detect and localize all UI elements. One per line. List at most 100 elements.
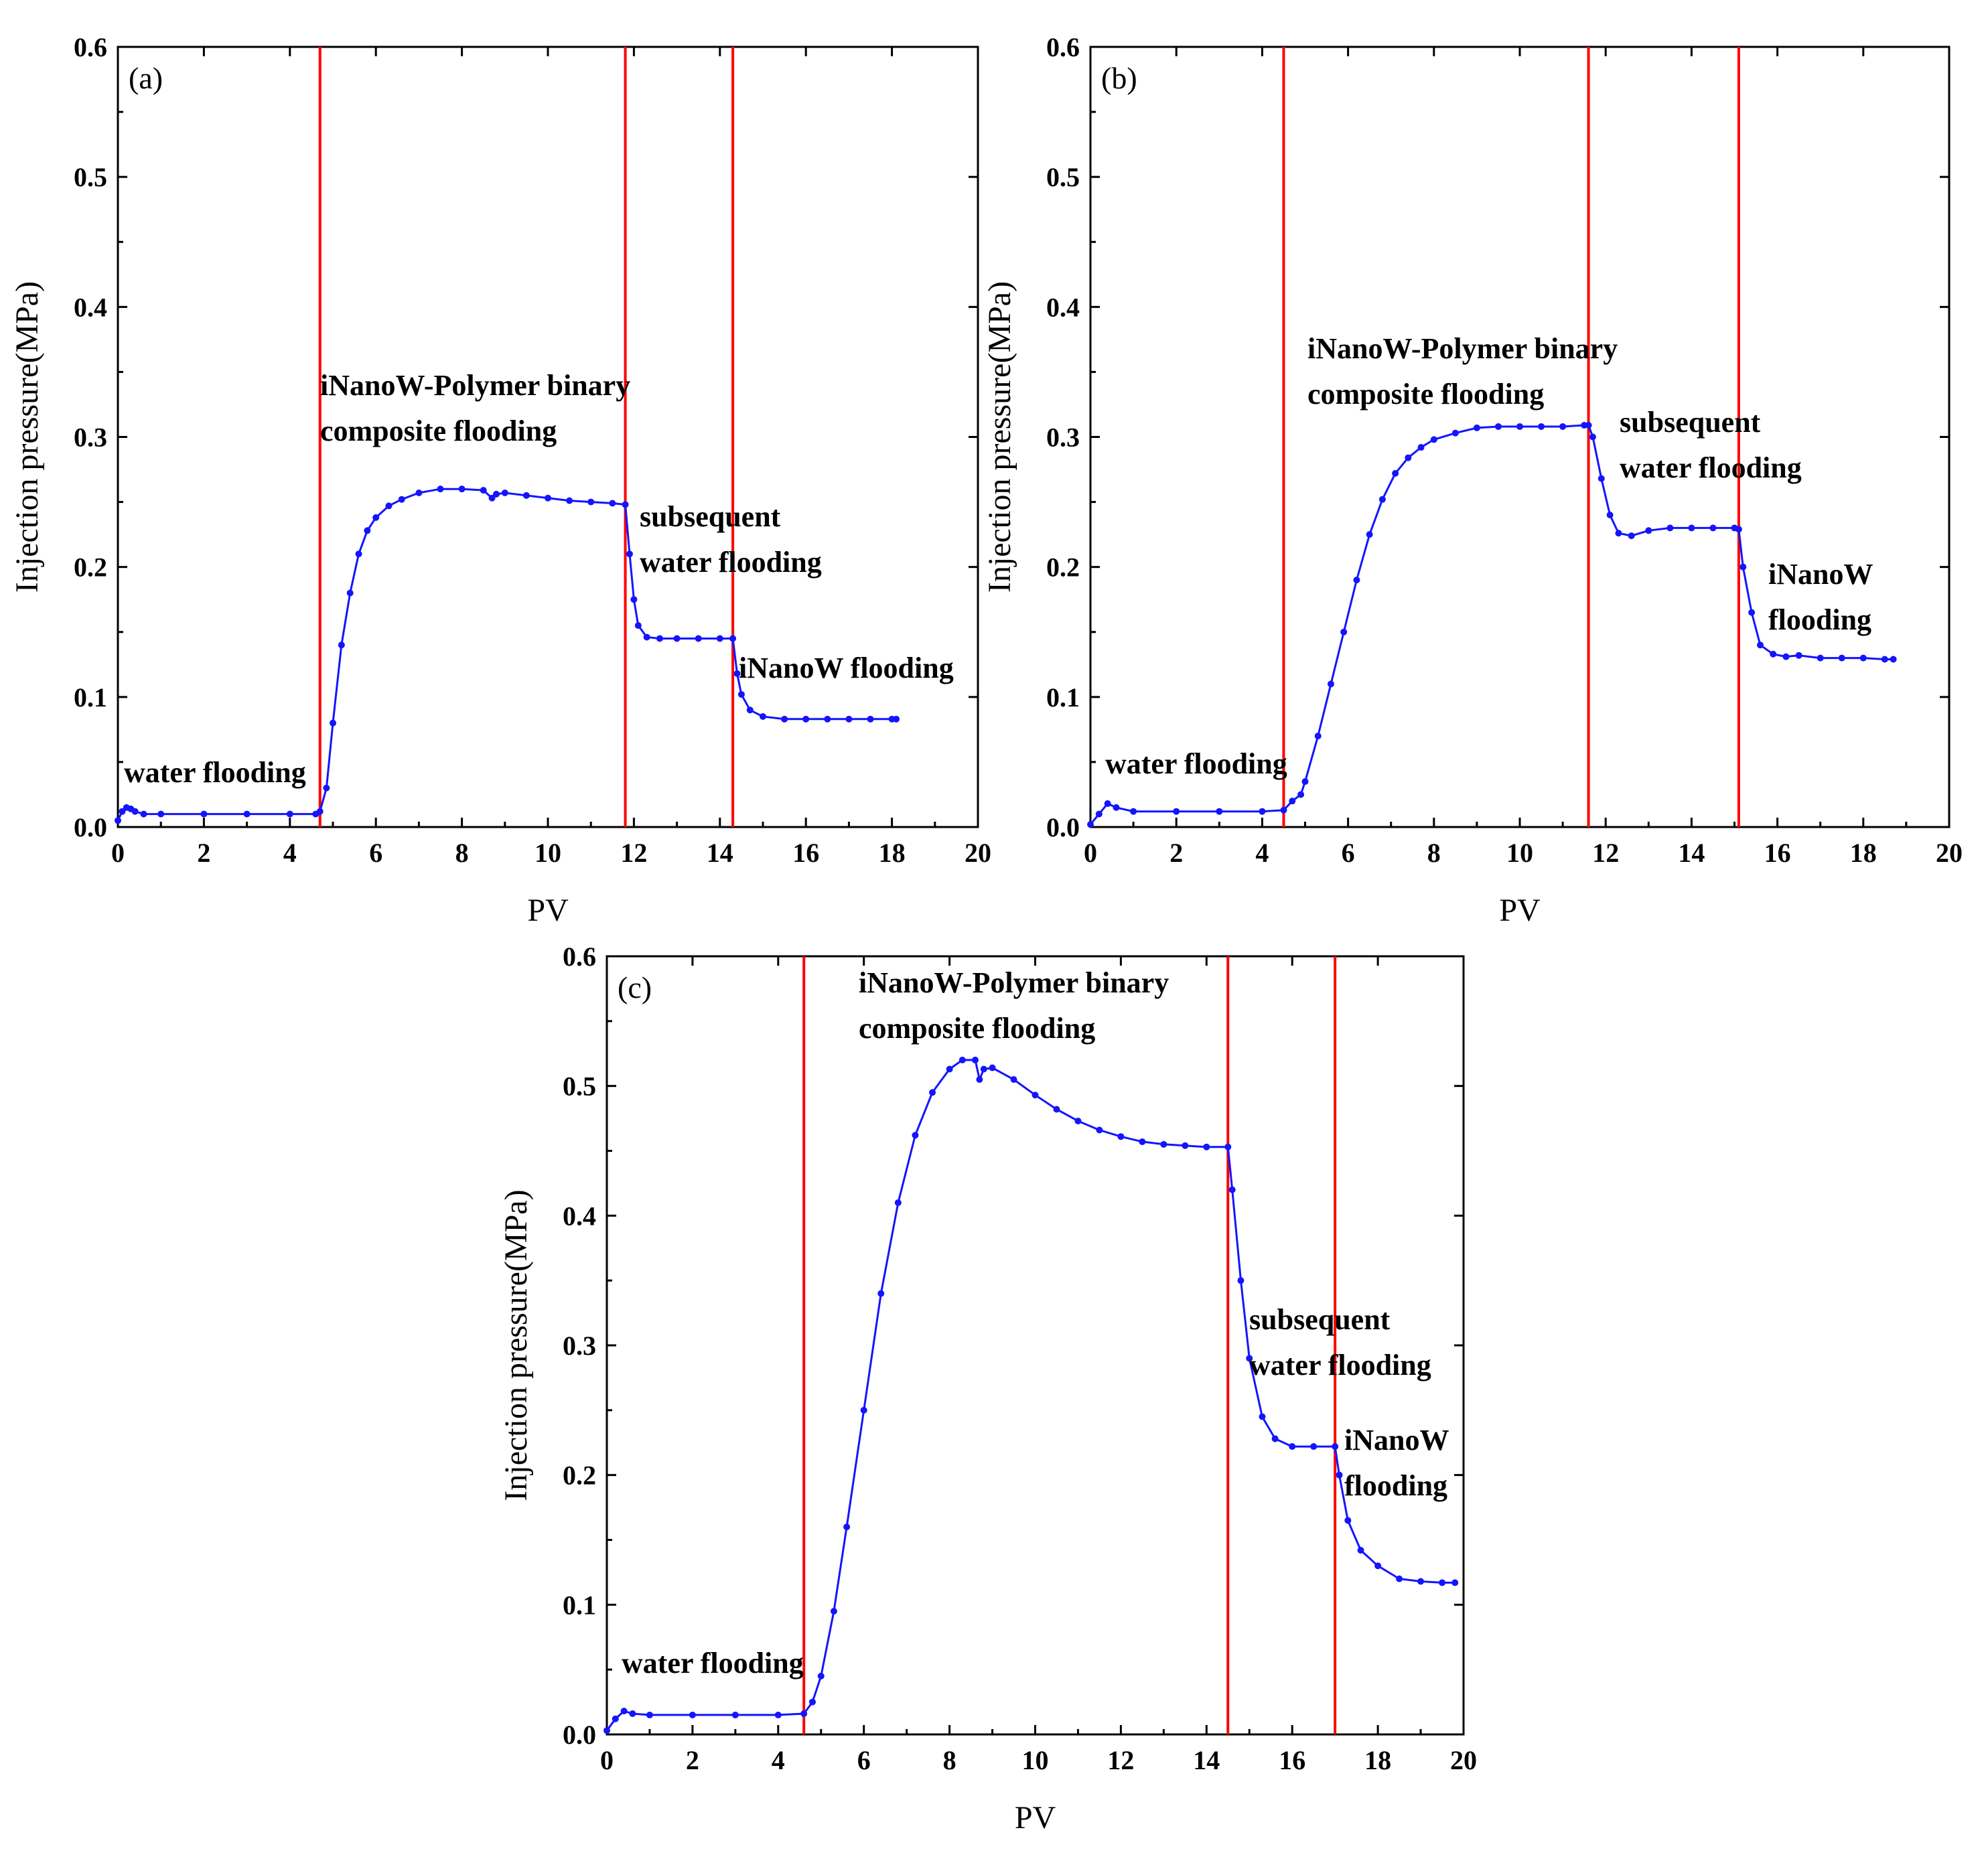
y-tick-label: 0.4: [563, 1201, 596, 1231]
data-point: [492, 490, 500, 498]
data-point: [1890, 656, 1897, 663]
x-tick-label: 12: [1592, 838, 1619, 868]
data-point: [1838, 654, 1845, 662]
data-point: [1289, 798, 1296, 805]
y-tick-label: 0.5: [74, 162, 107, 192]
x-tick-label: 16: [792, 838, 819, 868]
data-point: [1139, 1138, 1146, 1145]
data-point: [1405, 454, 1412, 461]
data-point: [860, 1406, 867, 1414]
data-point: [1417, 1578, 1425, 1585]
data-point: [243, 810, 251, 818]
x-tick-label: 0: [600, 1745, 614, 1775]
y-tick-label: 0.3: [74, 423, 107, 453]
data-point: [976, 1075, 983, 1083]
data-point: [630, 596, 638, 603]
x-tick-label: 10: [1506, 838, 1533, 868]
data-point: [330, 719, 336, 727]
x-tick-label: 10: [535, 838, 561, 868]
data-point: [1494, 423, 1502, 430]
data-point: [1301, 778, 1309, 786]
data-point: [1374, 1562, 1382, 1570]
chart-panel-c: 0 2 4 6 8 10 12 14 16 18 20 0.0 0.1 0.2 0.3 0.4 0.5 0.6 PV…: [498, 942, 1477, 1836]
data-point: [1327, 680, 1334, 688]
y-tick-label: 0.2: [563, 1461, 596, 1491]
data-point: [1310, 1443, 1318, 1450]
x-tick-label: 20: [1936, 838, 1963, 868]
data-point: [1216, 808, 1223, 815]
y-tick-label: 0.3: [1046, 423, 1080, 453]
y-tick-label: 0.0: [1046, 812, 1080, 842]
y-tick-label: 0.1: [1046, 682, 1080, 713]
data-point: [355, 550, 362, 558]
x-tick-label: 12: [1107, 1745, 1134, 1775]
data-point: [774, 1711, 782, 1718]
data-point: [1314, 733, 1322, 740]
data-point: [346, 589, 354, 597]
data-point: [1182, 1142, 1189, 1149]
data-point: [115, 817, 121, 824]
data-point: [971, 1056, 979, 1063]
x-tick-label: 0: [111, 838, 125, 868]
phase-annotation: water flooding: [124, 756, 306, 789]
phase-annotation: composite flooding: [1307, 378, 1544, 411]
data-point: [1417, 444, 1425, 451]
phase-annotation: water flooding: [622, 1647, 804, 1680]
data-point: [1666, 524, 1674, 532]
x-tick-label: 20: [1450, 1745, 1477, 1775]
data-point: [1559, 423, 1567, 430]
data-point: [131, 808, 139, 815]
y-tick-label: 0.4: [74, 292, 107, 322]
data-point: [929, 1089, 936, 1096]
data-point: [894, 1199, 902, 1206]
data-point: [1228, 1186, 1236, 1193]
data-point: [746, 706, 754, 714]
data-point: [808, 1698, 816, 1706]
x-tick-label: 4: [772, 1745, 785, 1775]
y-tick-label: 0.2: [1046, 552, 1080, 583]
data-point: [980, 1065, 987, 1073]
data-point: [488, 494, 496, 502]
data-point: [824, 715, 831, 723]
data-point: [800, 1710, 808, 1718]
data-point: [689, 1711, 696, 1718]
data-point: [522, 492, 530, 499]
data-point: [781, 715, 788, 723]
data-point: [1740, 563, 1747, 571]
data-point: [1645, 527, 1652, 534]
phase-annotation: iNanoW-Polymer binary: [320, 369, 630, 402]
y-tick-label: 0.5: [563, 1071, 596, 1102]
data-point: [1795, 652, 1802, 659]
series-line: [1089, 424, 1894, 826]
data-point: [643, 634, 650, 641]
phase-annotation: subsequent: [640, 500, 781, 533]
panel-label: (c): [618, 970, 652, 1004]
x-tick-label: 18: [879, 838, 906, 868]
data-point: [398, 496, 405, 503]
data-point: [729, 635, 737, 642]
data-point: [629, 1710, 636, 1718]
data-point: [286, 810, 293, 818]
y-tick-label: 0.6: [563, 942, 596, 972]
data-point: [877, 1290, 885, 1297]
x-tick-label: 4: [1255, 838, 1269, 868]
data-point: [1117, 1133, 1125, 1140]
data-point: [1344, 1517, 1352, 1524]
x-tick-label: 18: [1850, 838, 1877, 868]
data-point: [1224, 1143, 1232, 1150]
data-point: [140, 810, 147, 818]
panel-label: (b): [1101, 61, 1137, 95]
data-point: [1439, 1579, 1446, 1586]
x-tick-label: 16: [1764, 838, 1791, 868]
y-tick-label: 0.5: [1046, 162, 1080, 192]
data-point: [634, 622, 642, 629]
chart-panel-a: 0 2 4 6 8 10 12 14 16 18 20 0.0 0.1 0.2 0.3 0.4 0.5 0.6 PV…: [9, 32, 991, 928]
data-point: [415, 489, 423, 496]
data-point: [1203, 1143, 1210, 1150]
x-tick-label: 0: [1084, 838, 1097, 868]
data-point: [622, 501, 629, 508]
phase-annotation: water flooding: [640, 546, 822, 579]
data-point: [958, 1056, 966, 1063]
x-tick-label: 8: [943, 1745, 956, 1775]
